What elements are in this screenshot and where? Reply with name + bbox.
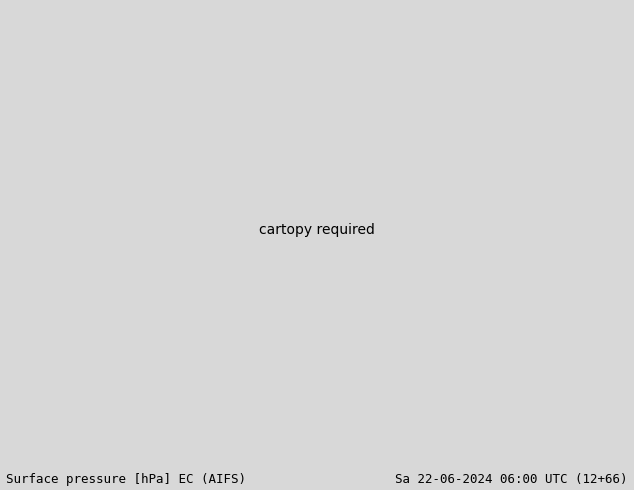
Text: cartopy required: cartopy required: [259, 223, 375, 237]
Text: Surface pressure [hPa] EC (AIFS): Surface pressure [hPa] EC (AIFS): [6, 472, 247, 486]
Text: Sa 22-06-2024 06:00 UTC (12+66): Sa 22-06-2024 06:00 UTC (12+66): [395, 472, 628, 486]
